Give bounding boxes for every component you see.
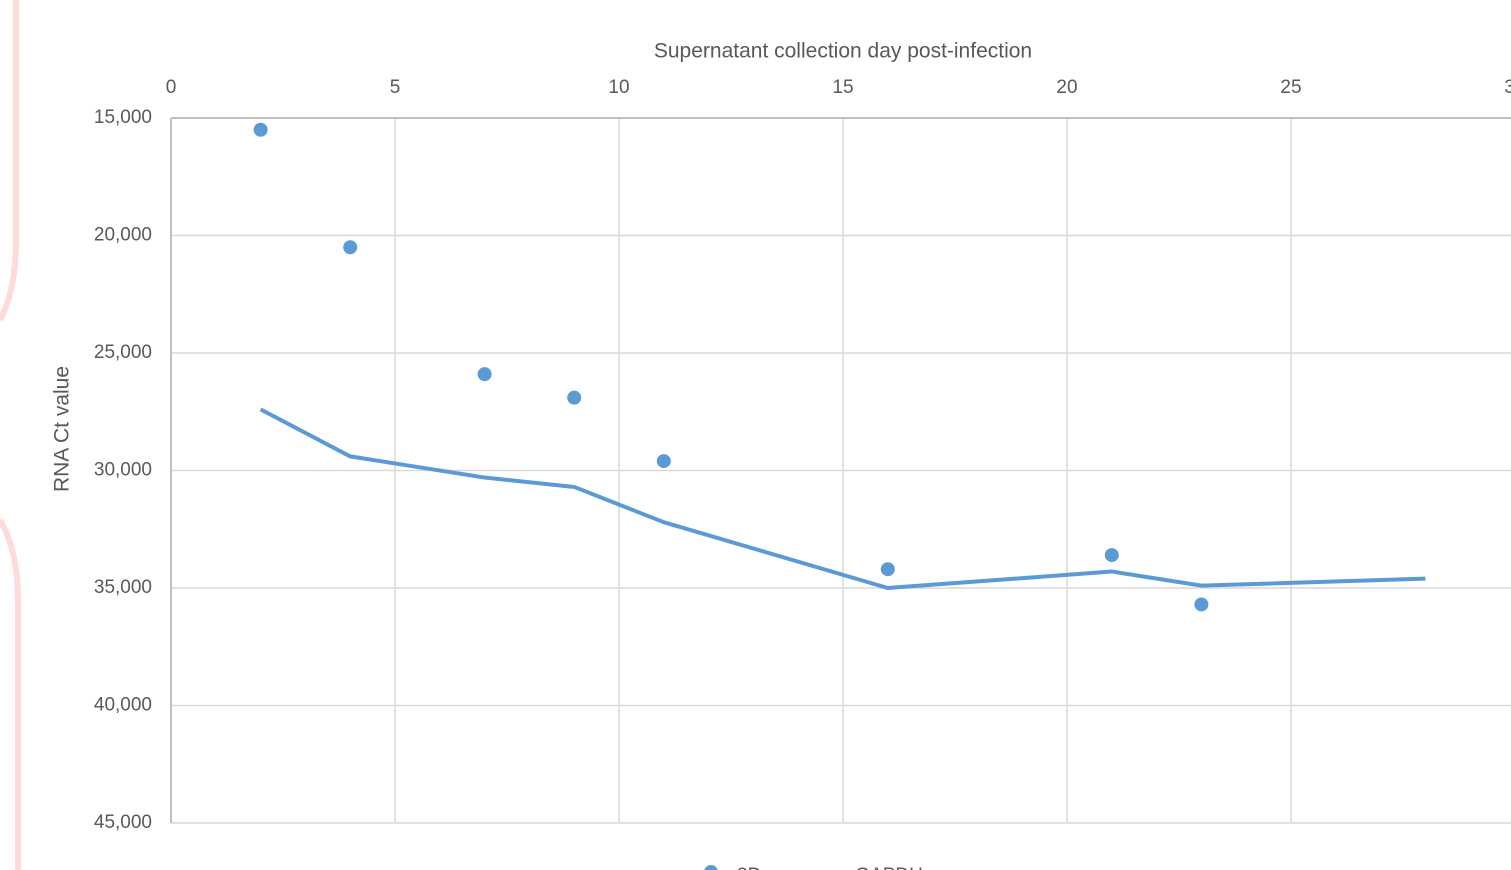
data-point (656, 454, 671, 469)
y-tick-label: 40,000 (94, 695, 152, 716)
x-tick-label: 25 (1280, 77, 1301, 98)
data-point (343, 240, 358, 255)
x-tick-label: 15 (832, 77, 853, 98)
x-tick-label: 30 (1504, 77, 1511, 98)
legend-label: 3D (737, 865, 761, 870)
data-line (259, 407, 1426, 591)
data-point (477, 367, 492, 382)
decoration (0, 518, 21, 870)
x-tick-label: 10 (608, 77, 629, 98)
y-tick-label: 30,000 (94, 460, 152, 481)
y-tick-label: 35,000 (94, 577, 152, 598)
data-point (253, 122, 268, 137)
data-point (1104, 548, 1119, 563)
y-tick-label: 45,000 (94, 812, 152, 833)
x-axis-title: Supernatant collection day post-infectio… (654, 40, 1032, 63)
legend-marker (704, 865, 718, 870)
data-point (567, 390, 582, 405)
decoration (0, 0, 19, 322)
y-tick-label: 25,000 (94, 342, 152, 363)
data-point (1194, 597, 1209, 612)
x-tick-label: 0 (166, 77, 177, 98)
legend-label: GAPDH (855, 865, 923, 870)
y-tick-label: 20,000 (94, 225, 152, 246)
x-tick-label: 20 (1056, 77, 1077, 98)
x-tick-label: 5 (390, 77, 401, 98)
y-tick-label: 15,000 (94, 107, 152, 128)
y-axis-title: RNA Ct value (51, 366, 74, 492)
data-point (880, 562, 895, 577)
